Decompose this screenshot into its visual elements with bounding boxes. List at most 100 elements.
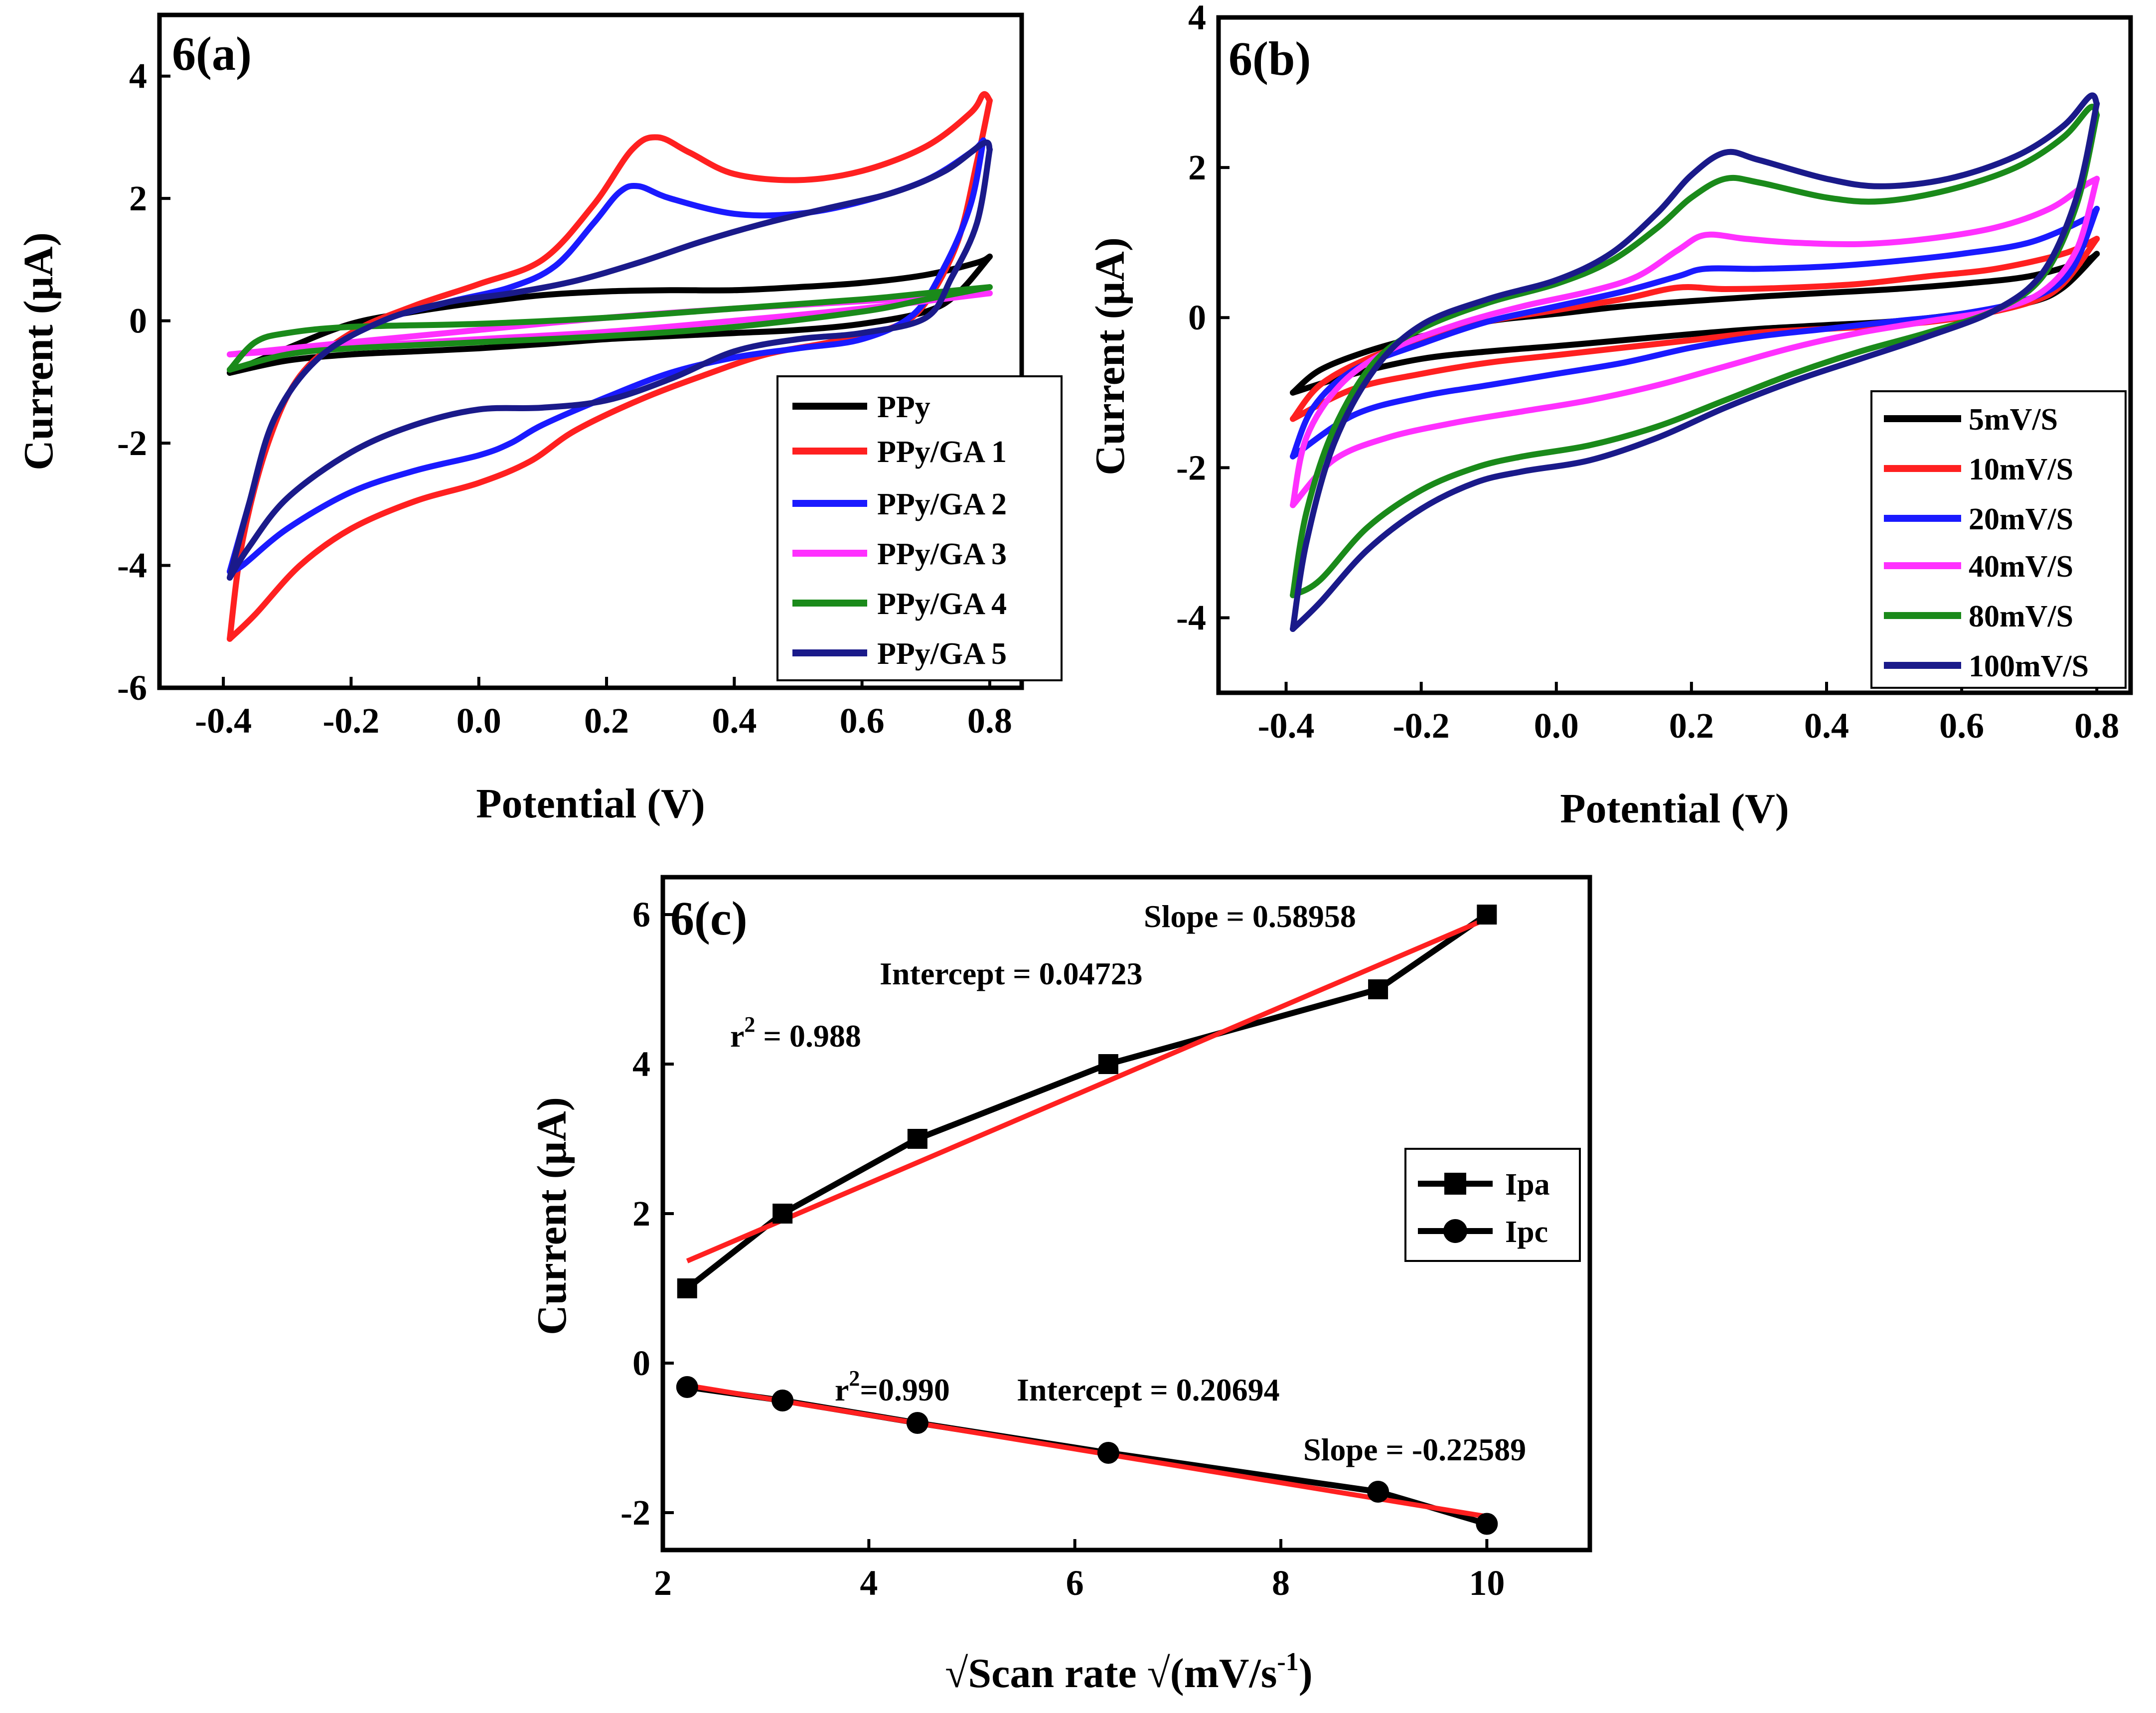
panel-c-x-tick-label: 8	[1272, 1563, 1290, 1603]
panel-b-y-tick-label: -2	[1176, 448, 1206, 487]
panel-c-legend-box	[1404, 1148, 1581, 1262]
panel-a-x-tick-label: 0.2	[584, 701, 629, 741]
panel-b-legend-entry: 20mV/S	[1884, 502, 2073, 536]
panel-b-y-axis-label: Current (μA)	[1087, 237, 1133, 475]
panel-a-y-tick-label: -4	[117, 546, 147, 586]
panel-c-y-tick-label: 4	[632, 1044, 650, 1084]
panel-a-x-tick-label: 0.0	[457, 701, 501, 741]
panel-a-legend-entry: PPy/GA 1	[792, 435, 1007, 469]
panel-b-curves	[1290, 92, 2100, 632]
panel-b-x-tick-label: 0.6	[1939, 706, 1984, 746]
ipa-fit-line	[686, 916, 1488, 1263]
panel-b-y-tick-label: 4	[1188, 0, 1206, 37]
panel-c-x-tick-label: 4	[860, 1563, 878, 1603]
ipc-r2-annotation: r2=0.990	[835, 1366, 950, 1407]
ipa-intercept-annotation: Intercept = 0.04723	[880, 956, 1143, 991]
panel-a-cv-reverse-sweep	[227, 253, 993, 376]
panel-a-legend-entry: PPy	[792, 390, 930, 424]
panel-a-curves	[227, 91, 993, 642]
ipc-data-point	[1367, 1481, 1389, 1503]
panel-a-legend-entry: PPy/GA 4	[792, 587, 1007, 621]
ipc-r2-value: =0.990	[860, 1372, 949, 1407]
ipc-r2-sup: 2	[849, 1366, 860, 1391]
panel-c-x-axis-label: √Scan rate √(mV/s-1)	[945, 1648, 1312, 1697]
panel-c-x-axis-label-main: √Scan rate √(mV/s	[945, 1650, 1277, 1697]
panel-b-x-tick-label: 0.8	[2074, 706, 2119, 746]
panel-b-legend: 5mV/S 10mV/S 20mV/S 40mV/S 80mV/S 100mV/…	[1870, 390, 2127, 689]
panel-b-x-ticks: -0.4 -0.2 0.0 0.2 0.4 0.6 0.8	[1258, 682, 2119, 746]
panel-a-legend-box	[776, 375, 1063, 681]
panel-b-label: 6(b)	[1229, 32, 1311, 85]
panel-a: -0.4 -0.2 0.0 0.2 0.4 0.6 0.8 -6 -4 -2 0 2 4 6(a) P…	[15, 12, 1063, 827]
panel-a-legend-entry: PPy/GA 3	[792, 537, 1007, 571]
panel-b-legend-text: 100mV/S	[1969, 649, 2089, 683]
panel-b: -0.4 -0.2 0.0 0.2 0.4 0.6 0.8 -4 -2 0 2 4 6(b) Pot…	[1087, 0, 2133, 832]
panel-a-legend: PPy PPy/GA 1 PPy/GA 2 PPy/GA 3 PPy/GA 4 …	[776, 375, 1063, 681]
panel-a-cv-forward-sweep	[227, 253, 993, 376]
ipa-data-point	[907, 1129, 927, 1149]
panel-a-cv-reverse-sweep	[227, 147, 993, 581]
panel-b-legend-text: 40mV/S	[1969, 550, 2073, 584]
panel-a-legend-entry: PPy/GA 5	[792, 637, 1007, 671]
panel-a-x-tick-label: 0.6	[840, 701, 885, 741]
ipc-data-point	[1476, 1513, 1498, 1535]
panel-a-y-tick-label: 0	[129, 301, 147, 341]
ipc-data-point	[1097, 1442, 1119, 1464]
panel-b-cv-forward-sweep	[1290, 104, 2100, 599]
panel-a-y-tick-label: -6	[117, 668, 147, 708]
ipa-data-point	[1477, 905, 1497, 925]
panel-c-legend-text: Ipc	[1505, 1215, 1548, 1249]
ipc-data-point	[676, 1376, 698, 1398]
ipc-data-point	[906, 1412, 928, 1434]
panel-a-y-tick-label: -2	[117, 423, 147, 463]
panel-c-legend: Ipa Ipc	[1404, 1148, 1581, 1262]
panel-a-plot-frame	[157, 12, 1024, 690]
panel-b-y-ticks: -4 -2 0 2 4	[1176, 0, 1230, 637]
panel-b-legend-entry: 5mV/S	[1884, 403, 2058, 437]
panel-b-cv-forward-sweep	[1290, 175, 2100, 508]
panel-b-legend-box	[1870, 390, 2127, 689]
ipa-r2-sup: 2	[744, 1012, 755, 1037]
panel-c-y-tick-label: 6	[632, 895, 650, 934]
ipc-slope-annotation: Slope = -0.22589	[1303, 1432, 1526, 1467]
panel-c-y-ticks: -2 0 2 4 6	[620, 895, 674, 1533]
ipa-data-point	[1368, 979, 1388, 999]
panel-a-x-tick-label: 0.4	[712, 701, 757, 741]
panel-a-legend-text: PPy/GA 1	[877, 435, 1007, 469]
ipc-intercept-annotation: Intercept = 0.20694	[1017, 1372, 1280, 1407]
ipa-data-point	[772, 1204, 793, 1224]
panel-b-legend-entry: 100mV/S	[1884, 649, 2089, 683]
panel-a-y-axis-label: Current (μA)	[15, 232, 62, 470]
panel-a-cv-forward-sweep	[227, 140, 993, 581]
panel-a-x-axis-label: Potential (V)	[476, 780, 705, 827]
ipa-data-point	[1098, 1054, 1118, 1074]
panel-c-x-tick-label: 6	[1066, 1563, 1084, 1603]
ipa-r2-value: = 0.988	[755, 1018, 861, 1054]
panel-b-x-axis-label: Potential (V)	[1560, 785, 1789, 832]
panel-b-x-tick-label: -0.4	[1258, 706, 1315, 746]
panel-a-legend-text: PPy/GA 2	[877, 487, 1007, 521]
panel-c-legend-circle-marker	[1443, 1219, 1467, 1243]
panel-b-cv-reverse-sweep	[1290, 175, 2100, 508]
panel-a-legend-text: PPy/GA 4	[877, 587, 1007, 621]
panel-a-legend-text: PPy/GA 5	[877, 637, 1007, 671]
panel-a-legend-text: PPy	[877, 390, 930, 424]
ipc-r2-prefix: r	[835, 1372, 849, 1407]
ipa-slope-annotation: Slope = 0.58958	[1144, 899, 1356, 934]
panel-c-x-tick-label: 10	[1469, 1563, 1505, 1603]
ipc-fit-line	[686, 1383, 1488, 1519]
panel-b-legend-text: 10mV/S	[1969, 453, 2073, 486]
panel-a-y-tick-label: 4	[129, 56, 147, 96]
panel-b-cv-forward-sweep	[1290, 92, 2100, 632]
panel-c-legend-square-marker	[1444, 1173, 1466, 1195]
panel-a-x-tick-label: 0.8	[967, 701, 1012, 741]
panel-c-y-tick-label: 2	[632, 1194, 650, 1234]
ipa-data-point	[677, 1278, 697, 1298]
panel-b-y-tick-label: -4	[1176, 598, 1206, 637]
panel-b-cv-reverse-sweep	[1290, 101, 2100, 632]
panel-b-legend-text: 5mV/S	[1969, 403, 2058, 437]
panel-a-x-tick-label: -0.2	[322, 701, 379, 741]
